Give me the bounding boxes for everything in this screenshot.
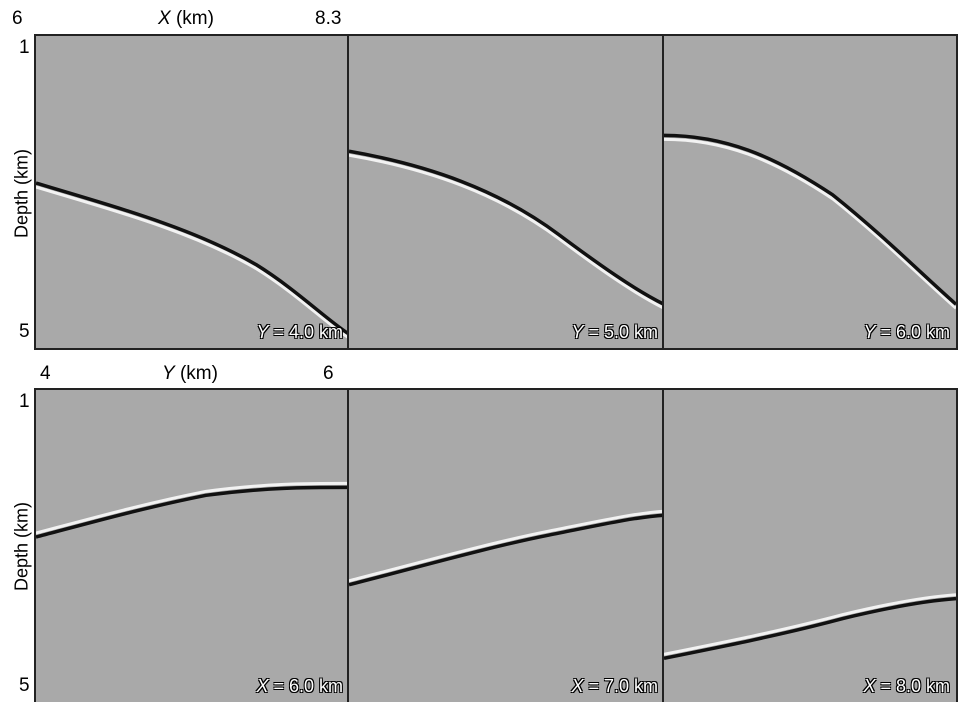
top-y-axis-title: Depth (km) bbox=[11, 149, 32, 239]
top-x-axis-title: X (km) bbox=[158, 8, 214, 29]
bottom-y-bottom-label: 5 bbox=[19, 675, 30, 696]
reflector-top-1 bbox=[36, 181, 349, 340]
panel-top-2-label: Y = 5.0 km bbox=[571, 322, 658, 342]
panel-top-2: Y = 5.0 km bbox=[347, 34, 664, 350]
panel-bottom-3-label: X = 8.0 km bbox=[863, 676, 950, 696]
top-x-max-label: 8.3 bbox=[315, 8, 342, 29]
top-y-top-label: 1 bbox=[19, 37, 30, 58]
panel-bottom-2-label: X = 7.0 km bbox=[571, 676, 658, 696]
reflector-top-3 bbox=[664, 133, 956, 310]
top-x-min-label: 6 bbox=[12, 8, 23, 29]
panel-bottom-3: X = 8.0 km bbox=[662, 388, 958, 702]
panel-top-3-label: Y = 6.0 km bbox=[863, 322, 950, 342]
bottom-x-min-label: 4 bbox=[40, 363, 51, 384]
panel-bottom-2: X = 7.0 km bbox=[347, 388, 664, 702]
reflector-bottom-1 bbox=[36, 481, 349, 539]
reflector-bottom-3 bbox=[664, 593, 956, 660]
bottom-y-axis-title: Depth (km) bbox=[11, 502, 32, 592]
bottom-x-axis-title: Y (km) bbox=[162, 363, 218, 384]
panel-bottom-1: X = 6.0 km bbox=[34, 388, 349, 702]
top-y-bottom-label: 5 bbox=[19, 321, 30, 342]
reflector-top-2 bbox=[349, 149, 664, 310]
panel-bottom-1-label: X = 6.0 km bbox=[256, 676, 343, 696]
bottom-y-top-label: 1 bbox=[19, 391, 30, 412]
panel-top-1-label: Y = 4.0 km bbox=[256, 322, 343, 342]
reflector-bottom-2 bbox=[349, 509, 664, 587]
bottom-x-max-label: 6 bbox=[323, 363, 334, 384]
panel-top-1: Y = 4.0 km bbox=[34, 34, 349, 350]
panel-top-3: Y = 6.0 km bbox=[662, 34, 958, 350]
